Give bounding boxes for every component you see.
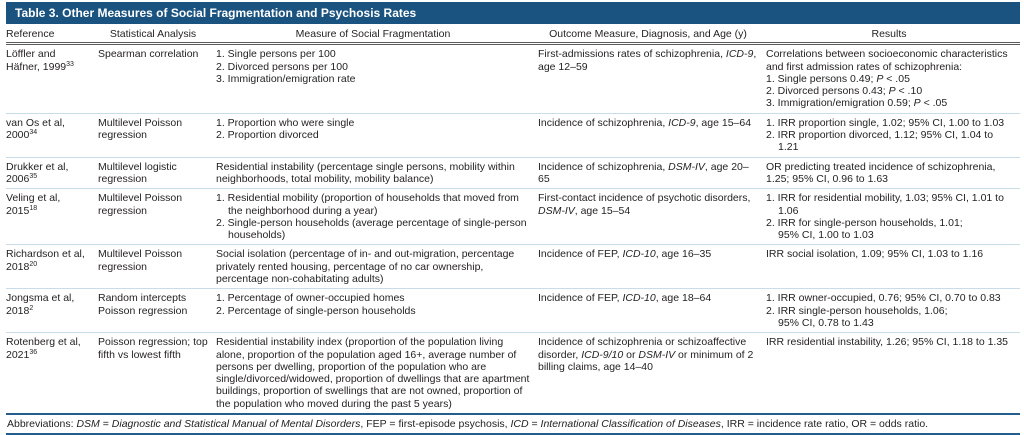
cell-measure: Social isolation (percentage of in- and …: [216, 248, 515, 286]
cell-results: 1. IRR owner-occupied, 0.76; 95% CI, 0.7…: [766, 292, 1001, 329]
table-row: Veling et al, 201518 Multilevel Poisson …: [6, 188, 1020, 244]
cell-statistical-analysis: Multilevel Poisson regression: [98, 248, 183, 273]
cell-outcome: Incidence of schizophrenia or schizoaffe…: [538, 336, 754, 373]
cell-statistical-analysis: Spearman correlation: [98, 48, 199, 61]
cell-reference: van Os et al, 200034: [6, 116, 65, 142]
column-header-statistical-analysis: Statistical Analysis: [109, 28, 197, 40]
cell-statistical-analysis: Random intercepts Poisson regression: [98, 292, 188, 317]
cell-measure: 1. Percentage of owner-occupied homes 2. …: [216, 292, 416, 317]
table-title: Table 3. Other Measures of Social Fragme…: [6, 2, 1020, 24]
table-row: Löffler and Häfner, 199933 Spearman corr…: [6, 45, 1020, 112]
column-header-outcome: Outcome Measure, Diagnosis, and Age (y): [549, 28, 747, 40]
column-header-measure: Measure of Social Fragmentation: [295, 28, 451, 40]
cell-measure: Residential instability index (proportio…: [216, 336, 530, 410]
cell-statistical-analysis: Multilevel logistic regression: [98, 160, 177, 185]
cell-reference: Jongsma et al, 20182: [6, 292, 75, 317]
table-row: Jongsma et al, 20182 Random intercepts P…: [6, 288, 1020, 332]
cell-reference: Rotenberg et al, 202136: [6, 336, 81, 361]
cell-reference: Löffler and Häfner, 199933: [6, 48, 74, 73]
cell-results: OR predicting treated incidence of schiz…: [766, 160, 996, 185]
cell-results: IRR social isolation, 1.09; 95% CI, 1.03…: [766, 248, 984, 261]
column-header-reference: Reference: [6, 28, 55, 40]
table-row: Rotenberg et al, 202136 Poisson regressi…: [6, 332, 1020, 413]
cell-statistical-analysis: Multilevel Poisson regression: [98, 192, 183, 217]
cell-measure: 1. Single persons per 100 2. Divorced per…: [216, 48, 356, 85]
cell-measure: Residential instability (percentage sing…: [216, 160, 515, 185]
cell-reference: Veling et al, 201518: [6, 192, 61, 217]
table-header-row: Reference Statistical Analysis Measure o…: [6, 24, 1020, 46]
table-row: van Os et al, 200034 Multilevel Poisson …: [6, 112, 1020, 157]
cell-results: 1. IRR for residential mobility, 1.03; 9…: [766, 192, 1004, 242]
cell-measure: 1. Proportion who were single 2. Proporti…: [216, 116, 355, 142]
column-header-results: Results: [871, 28, 907, 40]
cell-outcome: Incidence of FEP, ICD-10, age 16–35: [538, 248, 712, 261]
cell-outcome: First-contact incidence of psychotic dis…: [538, 192, 751, 217]
cell-results: Correlations between socioeconomic chara…: [766, 48, 1008, 110]
cell-reference: Drukker et al, 200635: [6, 160, 69, 185]
abbreviations-footnote: Abbreviations: DSM = Diagnostic and Stat…: [6, 413, 1020, 435]
table-row: Richardson et al, 201820 Multilevel Pois…: [6, 244, 1020, 288]
cell-outcome: Incidence of FEP, ICD-10, age 18–64: [538, 292, 712, 305]
cell-outcome: Incidence of schizophrenia, ICD-9, age 1…: [538, 116, 752, 129]
cell-statistical-analysis: Multilevel Poisson regression: [98, 116, 183, 142]
cell-reference: Richardson et al, 201820: [6, 248, 85, 273]
cell-measure: 1. Residential mobility (proportion of h…: [216, 192, 527, 242]
cell-results: 1. IRR proportion single, 1.02; 95% CI, …: [766, 116, 1005, 154]
cell-statistical-analysis: Poisson regression; top fifth vs lowest …: [98, 336, 208, 361]
table-row: Drukker et al, 200635 Multilevel logisti…: [6, 156, 1020, 189]
cell-outcome: First-admissions rates of schizophrenia,…: [538, 48, 757, 73]
cell-outcome: Incidence of schizophrenia, DSM-IV, age …: [538, 160, 749, 185]
cell-results: IRR residential instability, 1.26; 95% C…: [766, 336, 1009, 349]
